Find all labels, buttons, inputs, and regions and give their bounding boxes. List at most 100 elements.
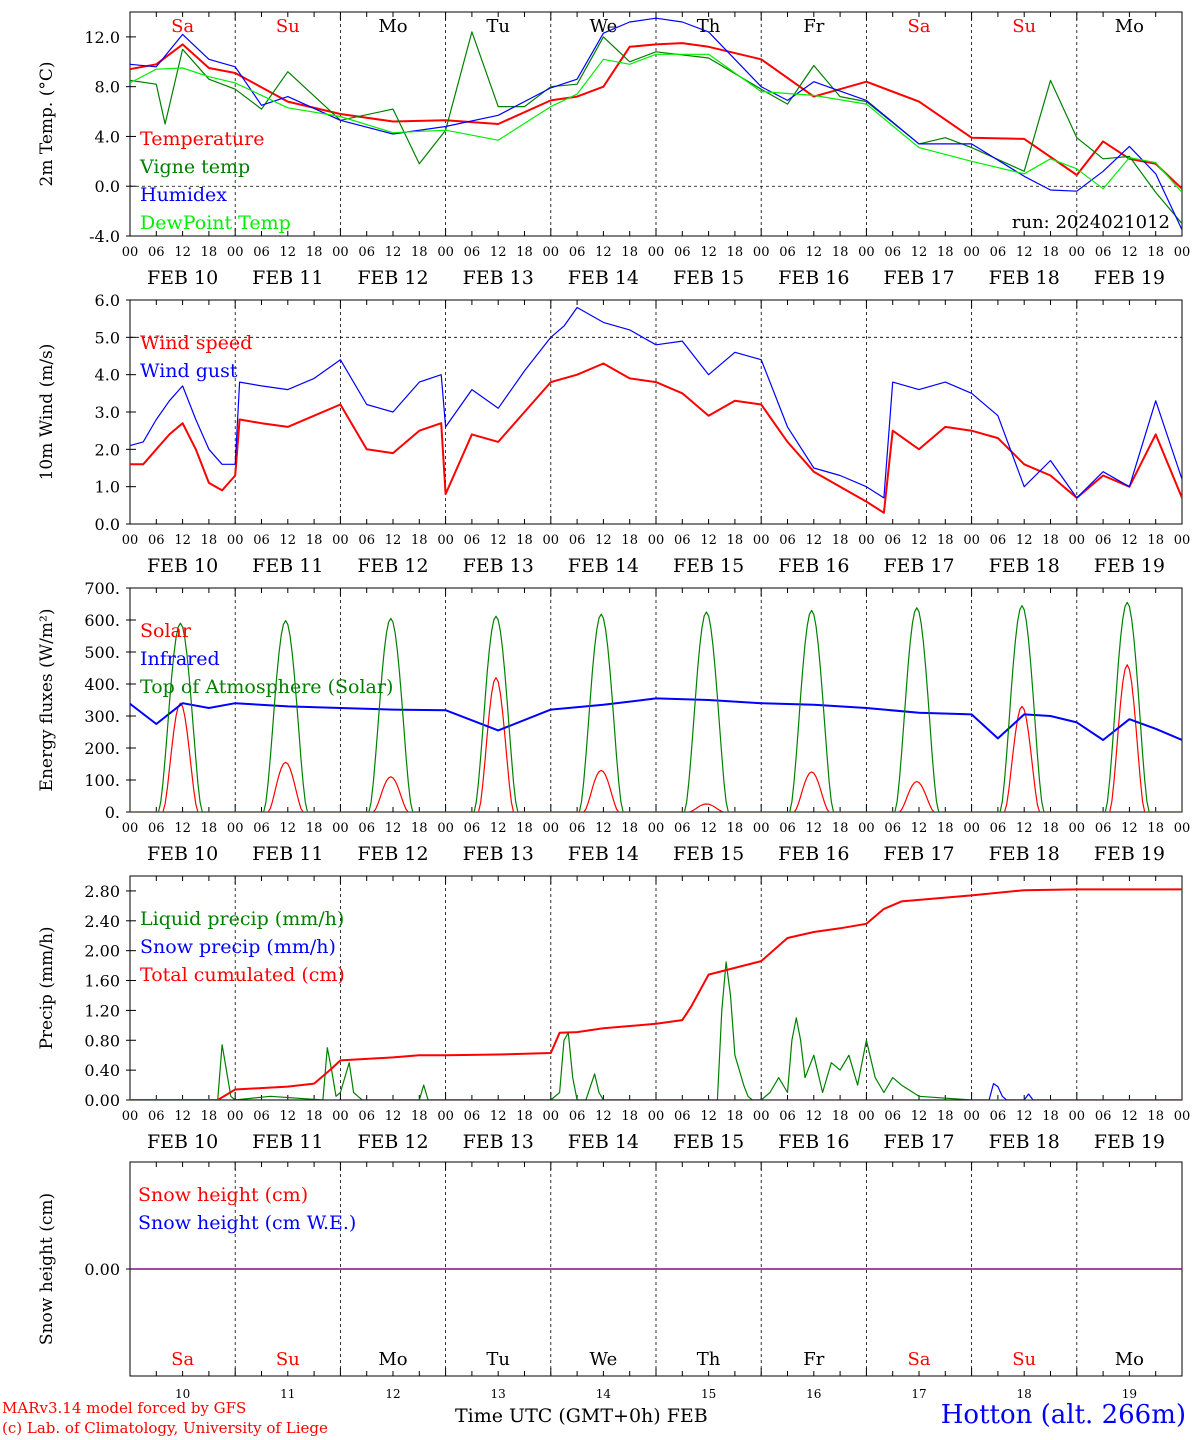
hour-tick-label: 00: [1174, 821, 1191, 836]
hour-tick-label: 12: [1016, 1109, 1033, 1124]
hour-tick-label: 12: [806, 245, 823, 260]
hour-tick-label: 12: [280, 1109, 297, 1124]
day-number-label: 16: [806, 1387, 821, 1401]
y-tick-label: 0.0: [95, 177, 120, 196]
hour-tick-label: 00: [753, 245, 770, 260]
hour-tick-label: 00: [227, 533, 244, 548]
hour-tick-label: 12: [1121, 533, 1138, 548]
y-tick-label: 2.00: [84, 942, 120, 961]
y-axis-label: Energy fluxes (W/m²): [37, 609, 57, 792]
day-date-label: FEB 16: [778, 555, 849, 577]
hour-tick-label: 00: [543, 821, 560, 836]
y-tick-label: 2.0: [95, 440, 120, 459]
day-abbr-label: Sa: [907, 1349, 930, 1370]
credit-line: (c) Lab. of Climatology, University of L…: [2, 1419, 328, 1437]
hour-tick-label: 18: [411, 533, 428, 548]
hour-tick-label: 00: [753, 1109, 770, 1124]
hour-tick-label: 00: [963, 245, 980, 260]
day-date-label: FEB 19: [1094, 555, 1165, 577]
hour-tick-label: 06: [358, 821, 375, 836]
hour-tick-label: 00: [122, 245, 139, 260]
hour-tick-label: 00: [122, 821, 139, 836]
day-abbr-label: Su: [276, 1349, 300, 1370]
series-line-wind-gust: [130, 306, 1182, 499]
hour-tick-label: 18: [937, 245, 954, 260]
hour-tick-label: 00: [648, 533, 665, 548]
hour-tick-label: 18: [1147, 1109, 1164, 1124]
model-credit: MARv3.14 model forced by GFS (c) Lab. of…: [2, 1398, 328, 1438]
hour-tick-label: 12: [490, 533, 507, 548]
day-date-label: FEB 11: [252, 1131, 323, 1153]
legend-entry: Wind speed: [140, 332, 252, 354]
legend-entry: Top of Atmosphere (Solar): [140, 676, 393, 698]
hour-tick-label: 00: [543, 533, 560, 548]
hour-tick-label: 18: [411, 821, 428, 836]
hour-tick-label: 00: [1069, 533, 1086, 548]
hour-tick-label: 18: [727, 533, 744, 548]
hour-tick-label: 18: [621, 821, 638, 836]
y-tick-label: 4.0: [95, 366, 120, 385]
hour-tick-label: 00: [543, 1109, 560, 1124]
hour-tick-label: 18: [832, 821, 849, 836]
series-line-infrared: [130, 697, 1182, 741]
day-date-label: FEB 17: [883, 843, 954, 865]
time-axis-label: Time UTC (GMT+0h) FEB: [455, 1405, 708, 1427]
hour-tick-label: 18: [1042, 821, 1059, 836]
day-date-label: FEB 16: [778, 1131, 849, 1153]
hour-tick-label: 18: [832, 245, 849, 260]
hour-tick-label: 18: [621, 533, 638, 548]
hour-tick-label: 00: [753, 821, 770, 836]
day-abbr-label: Sa: [171, 16, 194, 37]
day-date-label: FEB 18: [989, 267, 1060, 289]
hour-tick-label: 00: [332, 1109, 349, 1124]
hour-tick-label: 06: [1095, 821, 1112, 836]
legend-entry: Wind gust: [140, 360, 238, 382]
hour-tick-label: 18: [727, 1109, 744, 1124]
panel-4: 0.00 0.40 0.80 1.20 1.60 2.00 2.40 2.80 Precip (…: [37, 875, 1190, 1153]
hour-tick-label: 12: [806, 1109, 823, 1124]
hour-tick-label: 06: [990, 1109, 1007, 1124]
panel-frame: [129, 587, 1183, 813]
y-tick-label: 8.0: [95, 78, 120, 97]
series-line-solar: [130, 664, 1182, 812]
day-date-label: FEB 16: [778, 267, 849, 289]
hour-tick-label: 12: [385, 245, 402, 260]
y-tick-label: 2.80: [84, 882, 120, 901]
hour-tick-label: 12: [174, 821, 191, 836]
hour-tick-label: 18: [201, 245, 218, 260]
hour-tick-label: 00: [227, 245, 244, 260]
hour-tick-label: 06: [779, 533, 796, 548]
y-tick-label: 0.0: [95, 515, 120, 534]
day-date-label: FEB 18: [989, 1131, 1060, 1153]
hour-tick-label: 00: [332, 533, 349, 548]
day-abbr-label: Mo: [1115, 1349, 1144, 1370]
day-date-label: FEB 13: [463, 843, 534, 865]
hour-tick-label: 06: [464, 533, 481, 548]
hour-tick-label: 06: [358, 245, 375, 260]
day-date-label: FEB 10: [147, 555, 218, 577]
y-tick-label: -4.0: [89, 227, 120, 246]
day-date-label: FEB 13: [463, 267, 534, 289]
day-abbr-label: Mo: [378, 1349, 407, 1370]
day-abbr-label: Sa: [907, 16, 930, 37]
hour-tick-label: 00: [963, 533, 980, 548]
hour-tick-label: 12: [280, 533, 297, 548]
time-utc-label: Time UTC (GMT+0h): [455, 1405, 661, 1427]
day-date-label: FEB 15: [673, 555, 744, 577]
day-number-label: 15: [701, 1387, 716, 1401]
hour-tick-label: 12: [385, 533, 402, 548]
hour-tick-label: 06: [674, 245, 691, 260]
hour-tick-label: 06: [253, 533, 270, 548]
day-abbr-label: Fr: [803, 1349, 824, 1370]
legend-entry: Infrared: [140, 648, 220, 670]
model-line: MARv3.14 model forced by GFS: [2, 1399, 247, 1417]
day-date-label: FEB 14: [568, 267, 639, 289]
hour-tick-label: 06: [253, 245, 270, 260]
hour-tick-label: 12: [174, 245, 191, 260]
legend-entry: Solar: [140, 620, 192, 642]
hour-tick-label: 18: [1147, 245, 1164, 260]
hour-tick-label: 06: [674, 1109, 691, 1124]
legend-entry: Liquid precip (mm/h): [140, 908, 344, 930]
hour-tick-label: 12: [911, 1109, 928, 1124]
hour-tick-label: 18: [832, 533, 849, 548]
